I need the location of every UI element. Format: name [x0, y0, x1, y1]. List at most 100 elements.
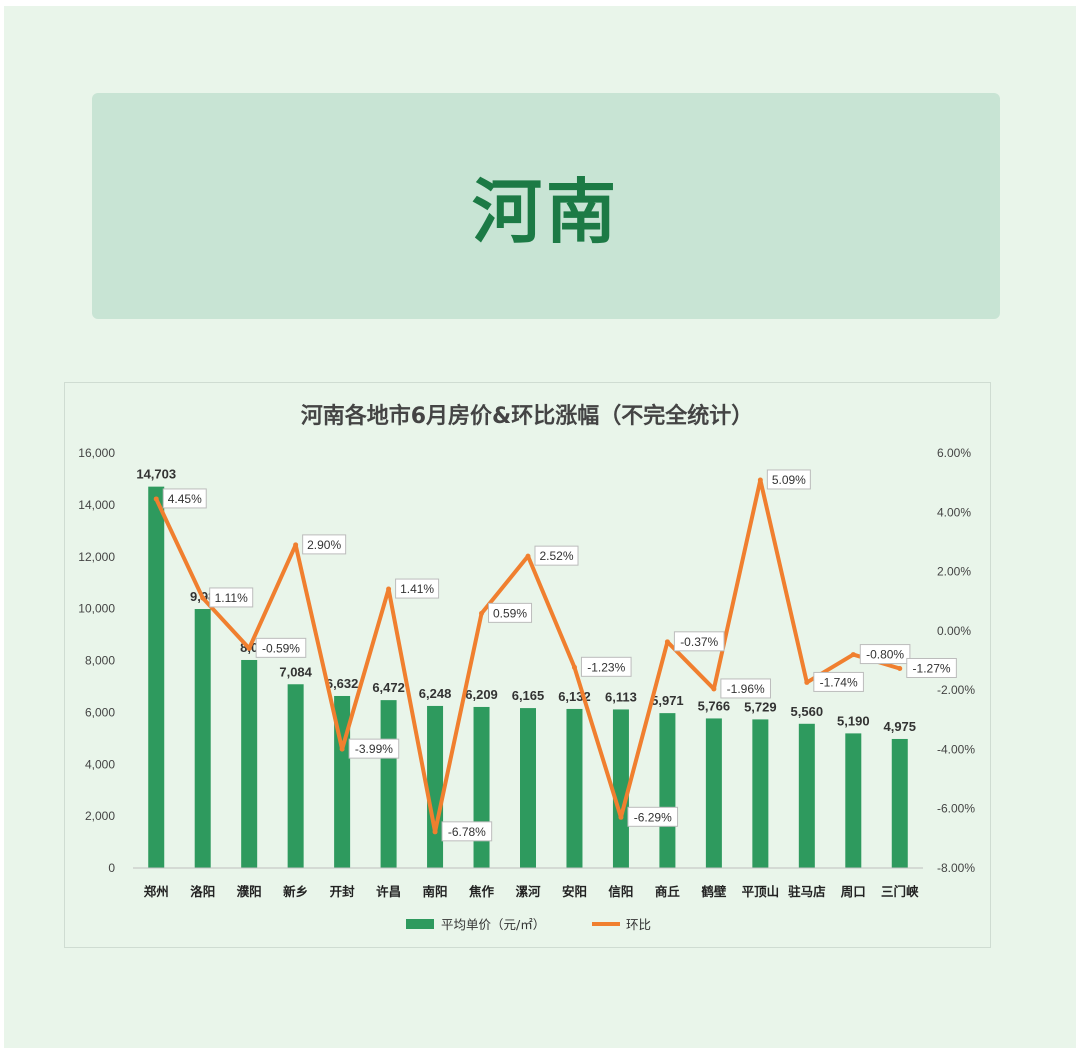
line-label-box	[395, 578, 440, 599]
x-category-label: 信阳	[608, 884, 633, 899]
line-point	[618, 814, 624, 820]
x-category-label: 漯河	[515, 884, 541, 899]
bar	[798, 723, 815, 868]
bar-value-label: 7,084	[279, 664, 312, 679]
line-value-label: 1.11%	[215, 591, 248, 605]
y-left-tick-label: 8,000	[85, 654, 115, 668]
line-value-label: 4.45%	[168, 492, 202, 506]
x-category-label: 新乡	[283, 884, 308, 899]
x-category-label: 濮阳	[237, 884, 262, 899]
line-value-label: -3.99%	[355, 742, 393, 756]
bar	[752, 719, 769, 868]
bar	[380, 700, 397, 868]
y-right-tick-label: -6.00%	[937, 802, 975, 816]
line-label-box	[673, 631, 725, 652]
line-value-label: 2.90%	[307, 538, 341, 552]
title-banner: 河南	[92, 93, 1000, 319]
line-label-box	[720, 678, 771, 699]
bar	[194, 609, 211, 868]
x-category-label: 三门峡	[881, 884, 919, 899]
line-value-label: 5.09%	[772, 473, 806, 487]
y-left-tick-label: 16,000	[78, 446, 115, 460]
line-value-label: -0.59%	[262, 641, 300, 655]
line-label-box	[580, 656, 632, 677]
y-right-tick-label: -2.00%	[937, 683, 975, 697]
line-label-box	[441, 821, 493, 842]
x-category-label: 开封	[330, 884, 356, 899]
y-left-tick-label: 2,000	[85, 809, 115, 823]
line-value-label: 0.59%	[493, 606, 527, 620]
line-point	[200, 595, 206, 601]
line-value-label: -1.27%	[913, 662, 951, 676]
bar-value-label: 5,766	[698, 698, 731, 713]
y-left-tick-label: 12,000	[78, 550, 115, 564]
x-category-label: 鹤壁	[701, 884, 727, 899]
line-label-box	[813, 671, 864, 692]
legend-bar-swatch	[406, 919, 434, 929]
x-category-label: 平顶山	[742, 884, 780, 899]
bar-value-label: 5,971	[651, 693, 684, 708]
line-label-box	[627, 806, 679, 827]
line-point	[525, 553, 531, 559]
line-point	[246, 645, 252, 651]
y-right-tick-label: 0.00%	[937, 624, 971, 638]
bar-value-label: 6,248	[419, 686, 452, 701]
line-value-label: -6.78%	[448, 825, 486, 839]
y-left-tick-label: 14,000	[78, 498, 115, 512]
bar-value-label: 14,703	[136, 467, 176, 482]
bar	[659, 713, 676, 868]
line-point	[386, 586, 392, 592]
bar	[287, 684, 304, 868]
x-category-label: 洛阳	[190, 884, 215, 899]
line-value-label: -1.96%	[727, 682, 765, 696]
line-point	[711, 686, 717, 692]
chart-container: 河南各地市6月房价&环比涨幅（不完全统计） 0 2,000 4,000 6,000 8,0…	[64, 382, 991, 948]
bar-value-label: 6,113	[605, 689, 637, 704]
line-label-box	[859, 644, 911, 665]
line-point	[757, 477, 763, 483]
line-label-box	[255, 637, 307, 658]
y-left-tick-label: 0	[108, 861, 115, 875]
line-value-label: 1.41%	[400, 582, 434, 596]
line-label-box	[906, 658, 957, 679]
bar	[148, 486, 165, 868]
bar	[845, 733, 862, 868]
page-background: 河南 河南各地市6月房价&环比涨幅（不完全统计） 0 2,000 4,000 6,000…	[4, 6, 1076, 1048]
line-point	[293, 542, 299, 548]
bar	[241, 659, 258, 868]
line-point	[479, 610, 485, 616]
bar-value-label: 4,975	[883, 719, 916, 734]
x-category-label: 安阳	[562, 884, 587, 899]
line-label-box	[766, 469, 811, 490]
x-category-label: 驻马店	[788, 884, 826, 899]
line-point	[339, 746, 345, 752]
x-category-label: 焦作	[468, 884, 495, 899]
line-point	[804, 679, 810, 685]
bar-value-label: 6,209	[465, 687, 498, 702]
bar-value-label: 6,632	[326, 676, 359, 691]
bar	[612, 709, 629, 868]
y-right-tick-label: -8.00%	[937, 861, 975, 875]
legend-bar-label: 平均单价（元/㎡）	[441, 917, 545, 932]
bar	[891, 738, 908, 868]
line-point	[897, 666, 903, 672]
x-category-label: 郑州	[144, 884, 169, 899]
bar	[427, 705, 444, 868]
y-right-tick-label: 4.00%	[937, 505, 971, 519]
bar	[473, 706, 490, 868]
banner-title: 河南	[472, 170, 620, 253]
line-point	[664, 639, 670, 645]
x-category-label: 南阳	[423, 884, 448, 899]
bar	[566, 708, 583, 868]
y-left-tick-label: 10,000	[78, 602, 115, 616]
x-category-label: 许昌	[376, 884, 401, 899]
bar-value-label: 6,165	[512, 688, 545, 703]
line-point	[850, 652, 856, 658]
line-value-label: -0.80%	[866, 648, 904, 662]
line-label-box	[534, 545, 579, 566]
y-right-tick-label: -4.00%	[937, 742, 975, 756]
bar-value-label: 6,472	[372, 680, 405, 695]
line-value-label: -6.29%	[634, 810, 672, 824]
y-right-tick-label: 6.00%	[937, 446, 971, 460]
legend-line-label: 环比	[626, 917, 651, 932]
